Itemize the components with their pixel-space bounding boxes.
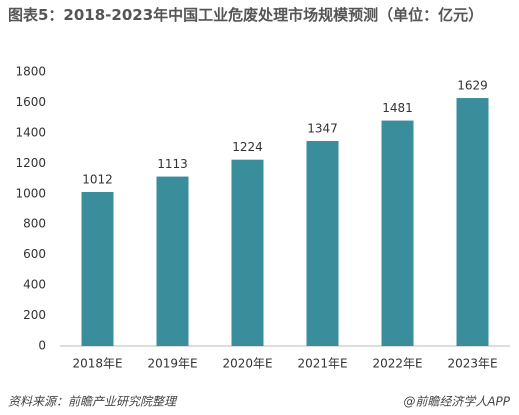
- y-tick-label: 1000: [15, 186, 46, 200]
- y-tick-label: 1600: [15, 95, 46, 109]
- credit: @前瞻经济学人APP: [403, 395, 510, 409]
- y-tick-label: 1200: [15, 156, 46, 170]
- y-tick-label: 0: [38, 339, 46, 353]
- source: 资料来源：前瞻产业研究院整理: [8, 395, 178, 409]
- x-tick-label: 2021年E: [297, 357, 347, 371]
- bar: [81, 191, 114, 346]
- chart-title: 图表5：2018-2023年中国工业危废处理市场规模预测（单位：亿元）: [8, 6, 484, 24]
- value-label: 1224: [232, 140, 263, 154]
- x-tick-label: 2023年E: [447, 357, 497, 371]
- bar: [306, 140, 339, 346]
- x-tick-label: 2020年E: [222, 357, 272, 371]
- value-label: 1347: [307, 121, 338, 135]
- bar: [231, 159, 264, 346]
- value-label: 1481: [382, 101, 413, 115]
- bar: [456, 98, 489, 346]
- value-label: 1113: [157, 157, 188, 171]
- bar: [156, 176, 189, 346]
- value-label: 1012: [82, 172, 113, 186]
- x-tick-label: 2018年E: [72, 357, 122, 371]
- y-tick-label: 200: [23, 308, 46, 322]
- bar: [381, 120, 414, 346]
- y-tick-label: 600: [23, 247, 46, 261]
- y-tick-label: 1800: [15, 65, 46, 79]
- y-tick-label: 1400: [15, 125, 46, 139]
- y-tick-label: 400: [23, 278, 46, 292]
- x-tick-label: 2022年E: [372, 357, 422, 371]
- y-tick-label: 800: [23, 217, 46, 231]
- value-label: 1629: [457, 79, 488, 93]
- x-tick-label: 2019年E: [147, 357, 197, 371]
